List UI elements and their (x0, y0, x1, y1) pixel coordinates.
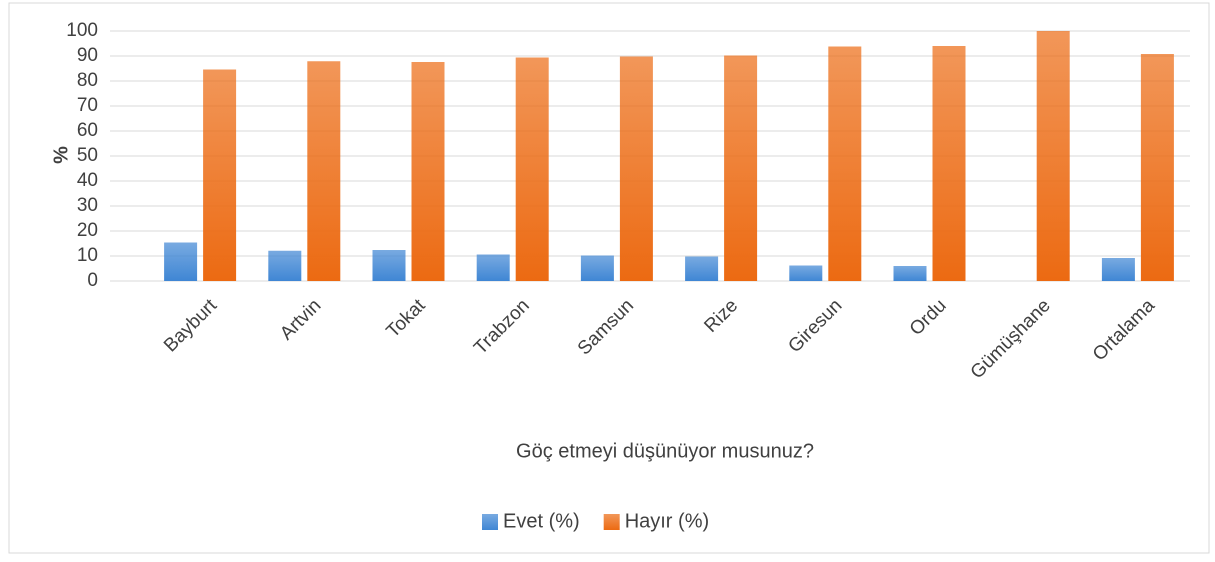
y-tick-label: 20 (77, 220, 98, 241)
y-tick-label: 100 (66, 20, 98, 41)
bar (203, 69, 237, 281)
y-tick-label: 80 (77, 70, 98, 91)
bar (619, 56, 653, 281)
bar (685, 256, 719, 281)
bar (411, 62, 445, 281)
bar (1101, 258, 1135, 281)
y-axis-label: % (50, 146, 72, 164)
bar (789, 265, 823, 281)
bar (476, 254, 510, 281)
bar (372, 250, 406, 281)
legend-label: Hayır (%) (625, 510, 709, 532)
y-tick-label: 30 (77, 195, 98, 216)
y-tick-label: 90 (77, 45, 98, 66)
bar (932, 46, 966, 281)
bar (268, 250, 302, 281)
bar (307, 61, 341, 281)
y-tick-label: 60 (77, 120, 98, 141)
y-tick-label: 40 (77, 170, 98, 191)
bar (164, 242, 198, 281)
bar (724, 55, 758, 281)
bar (1140, 54, 1174, 281)
x-axis-label: Göç etmeyi düşünüyor musunuz? (516, 440, 814, 462)
legend-swatch (603, 514, 620, 530)
y-tick-label: 50 (77, 145, 98, 166)
bar (828, 46, 862, 281)
legend-label: Evet (%) (503, 510, 580, 532)
bar (580, 255, 614, 281)
y-tick-label: 70 (77, 95, 98, 116)
bar (515, 57, 549, 281)
bar (893, 266, 927, 281)
y-tick-label: 10 (77, 245, 98, 266)
legend-swatch (482, 514, 498, 530)
bar (1036, 31, 1070, 281)
y-tick-label: 0 (87, 270, 98, 291)
